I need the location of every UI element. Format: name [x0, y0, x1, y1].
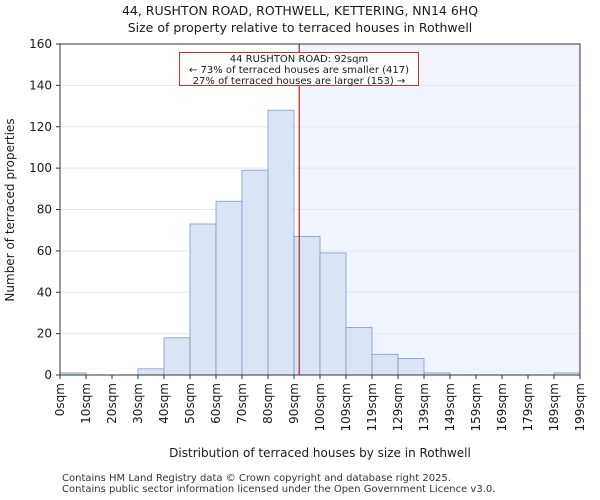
chart-title: 44, RUSHTON ROAD, ROTHWELL, KETTERING, N… [121, 3, 479, 18]
annotation-box: 44 RUSHTON ROAD: 92sqm ← 73% of terraced… [179, 52, 419, 87]
y-tick-label: 80 [37, 203, 52, 217]
x-tick-label: 109sqm [339, 383, 353, 431]
x-tick-label: 80sqm [261, 383, 275, 424]
x-tick-label: 20sqm [105, 383, 119, 424]
bar [241, 169, 269, 376]
bar [371, 353, 399, 376]
bar [215, 200, 243, 376]
bar [293, 235, 321, 376]
x-tick-label: 10sqm [79, 383, 93, 424]
bar [345, 327, 373, 376]
x-tick-label: 149sqm [443, 383, 457, 431]
x-tick-label: 189sqm [547, 383, 561, 431]
bar [189, 223, 217, 376]
annotation-line-2: ← 73% of terraced houses are smaller (41… [188, 65, 410, 76]
x-tick-label: 119sqm [365, 383, 379, 431]
x-tick-label: 199sqm [573, 383, 587, 431]
bar [397, 358, 425, 376]
footer-line-1: Contains HM Land Registry data © Crown c… [62, 473, 451, 484]
x-tick-label: 30sqm [131, 383, 145, 424]
x-tick-label: 179sqm [521, 383, 535, 431]
x-tick-label: 60sqm [209, 383, 223, 424]
footer-line-2: Contains public sector information licen… [62, 484, 496, 495]
annotation-line-3: 27% of terraced houses are larger (153) … [192, 76, 406, 87]
x-tick-label: 159sqm [469, 383, 483, 431]
annotation-line-1: 44 RUSHTON ROAD: 92sqm [229, 54, 369, 65]
x-tick-label: 70sqm [235, 383, 249, 424]
x-tick-label: 139sqm [417, 383, 431, 431]
y-tick-label: 120 [29, 120, 52, 134]
x-tick-label: 129sqm [391, 383, 405, 431]
x-tick-label: 40sqm [157, 383, 171, 424]
x-tick-label: 100sqm [313, 383, 327, 431]
bar [163, 337, 191, 376]
x-tick-label: 0sqm [53, 383, 67, 416]
y-tick-label: 140 [29, 78, 52, 92]
bar [267, 109, 295, 376]
bar [137, 368, 165, 376]
chart-subtitle: Size of property relative to terraced ho… [127, 20, 473, 35]
x-axis-label: Distribution of terraced houses by size … [169, 446, 471, 460]
x-tick-label: 169sqm [495, 383, 509, 431]
y-tick-label: 20 [37, 327, 52, 341]
bar [319, 252, 347, 376]
y-tick-label: 100 [29, 161, 52, 175]
y-axis-label: Number of terraced properties [3, 118, 17, 301]
y-tick-label: 160 [29, 37, 52, 51]
y-tick-label: 60 [37, 244, 52, 258]
y-tick-label: 0 [44, 368, 52, 382]
x-tick-label: 50sqm [183, 383, 197, 424]
x-tick-label: 90sqm [287, 383, 301, 424]
y-tick-label: 40 [37, 285, 52, 299]
